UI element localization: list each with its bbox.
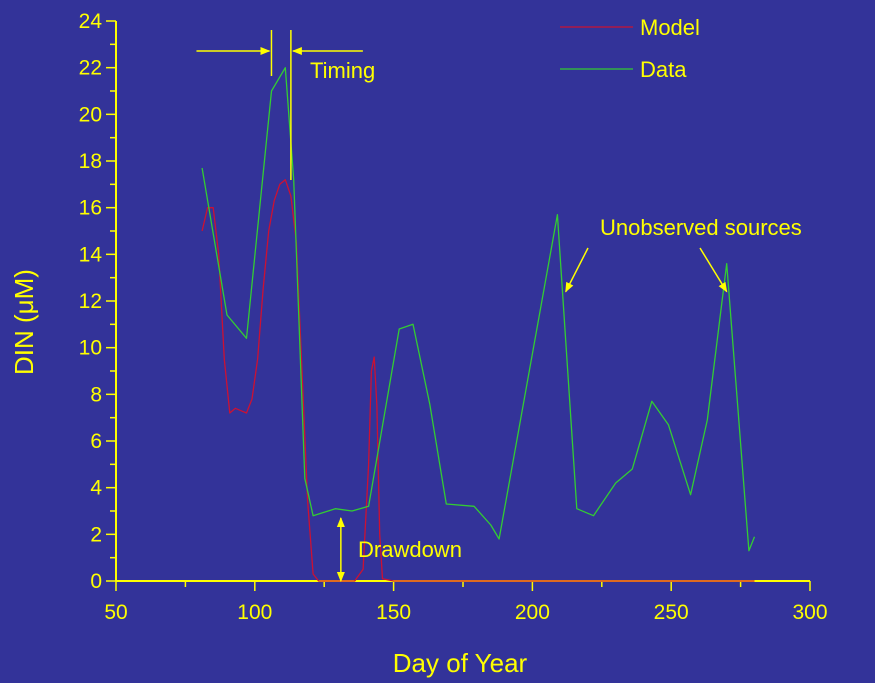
y-tick-label: 4 — [90, 477, 102, 500]
y-tick-label: 16 — [79, 197, 102, 220]
y-tick-label: 0 — [90, 570, 102, 593]
x-ticks: 50 100 150 200 250 300 — [104, 581, 828, 624]
unobserved-arrow-right — [699, 247, 728, 293]
y-tick-label: 12 — [79, 290, 102, 313]
legend: Model Data — [560, 15, 700, 82]
x-tick-label: 300 — [792, 601, 827, 624]
y-tick-label: 14 — [79, 243, 103, 266]
x-tick-label: 250 — [654, 601, 689, 624]
x-tick-label: 150 — [376, 601, 411, 624]
y-tick-label: 10 — [79, 337, 102, 360]
y-tick-label: 20 — [79, 103, 102, 126]
series-layer — [201, 67, 756, 582]
x-tick-label: 200 — [515, 601, 550, 624]
y-tick-label: 18 — [79, 150, 102, 173]
y-axis-label: DIN (μM) — [9, 269, 39, 375]
y-tick-label: 6 — [90, 430, 102, 453]
timing-label: Timing — [310, 58, 375, 83]
x-tick-label: 100 — [237, 601, 272, 624]
series-line-model — [201, 179, 755, 582]
unobserved-sources-label: Unobserved sources — [600, 215, 802, 240]
legend-label-model: Model — [640, 15, 700, 40]
annotations: Timing Drawdown Unobserved sources — [196, 30, 802, 582]
y-tick-label: 22 — [79, 57, 102, 80]
series-line-data — [201, 67, 756, 552]
y-tick-label: 8 — [90, 383, 102, 406]
drawdown-label: Drawdown — [358, 537, 462, 562]
y-tick-label: 2 — [90, 523, 102, 546]
unobserved-arrow-left — [565, 247, 589, 293]
legend-label-data: Data — [640, 57, 687, 82]
x-tick-label: 50 — [104, 601, 127, 624]
x-axis-label: Day of Year — [393, 648, 528, 678]
y-tick-label: 24 — [79, 10, 103, 33]
